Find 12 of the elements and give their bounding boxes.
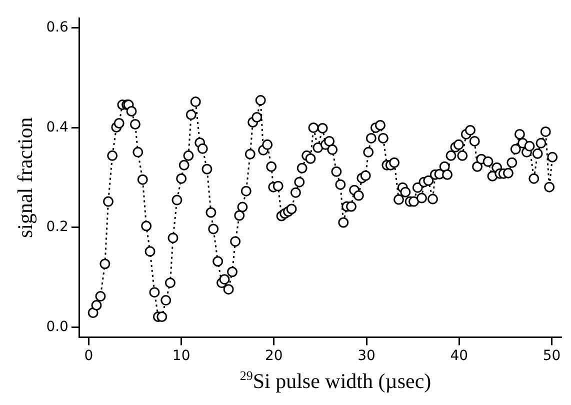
x-tick-label: 20 <box>265 348 283 364</box>
x-tick-label: 40 <box>450 348 468 364</box>
x-axis-title: $^{29}$Si pulse width (µsec) <box>238 368 432 394</box>
y-tick-label: 0.6 <box>46 20 69 36</box>
y-tick-label: 0.2 <box>46 219 68 236</box>
x-tick-label: 10 <box>172 348 190 364</box>
x-tick-label: 50 <box>542 348 561 364</box>
x-tick-label: 30 <box>358 348 376 364</box>
y-axis-title: signal fraction <box>13 116 38 238</box>
x-tick-label: 0 <box>84 348 94 364</box>
y-tick-label: 0.0 <box>46 318 68 335</box>
y-tick-label: 0.4 <box>46 119 69 136</box>
